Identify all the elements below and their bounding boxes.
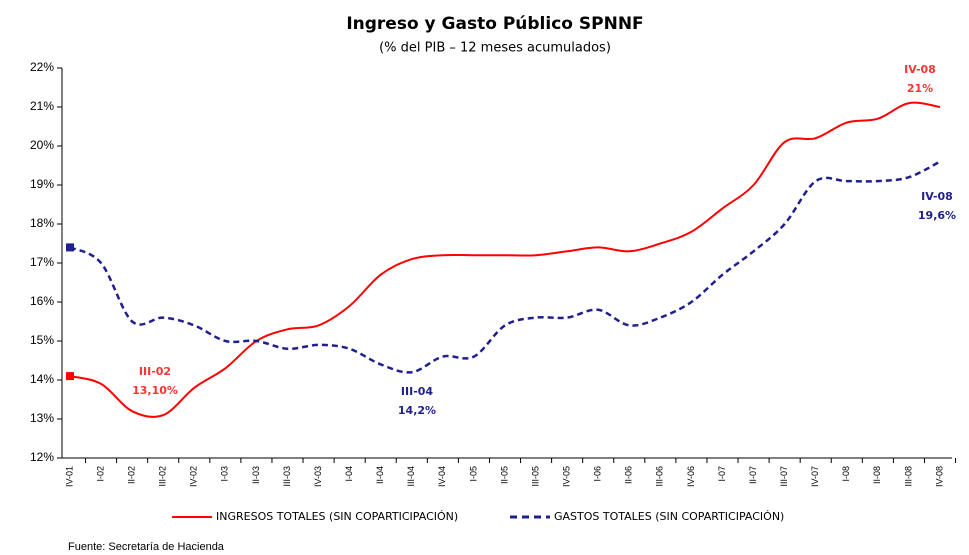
x-tick-label: IV-03 <box>313 466 323 487</box>
annotation-label: IV-08 <box>921 190 953 203</box>
x-tick-label: IV-01 <box>64 466 74 487</box>
x-tick-label: II-08 <box>872 466 882 484</box>
x-tick-label: III-08 <box>903 466 913 487</box>
x-tick-label: II-04 <box>375 466 385 484</box>
series-line <box>69 160 941 374</box>
chart-title: Ingreso y Gasto Público SPNNF <box>346 14 643 34</box>
annotation-label: III-02 <box>139 365 171 378</box>
x-tick-label: III-03 <box>282 466 292 487</box>
annotation-value: 21% <box>907 82 933 95</box>
y-tick-label: 17% <box>30 255 54 269</box>
x-tick-label: II-02 <box>127 466 137 484</box>
y-tick-label: 15% <box>30 333 54 347</box>
x-tick-label: I-04 <box>344 466 354 482</box>
annotation-value: 19,6% <box>918 209 956 222</box>
x-tick-label: III-07 <box>779 466 789 487</box>
x-tick-label: II-05 <box>499 466 509 484</box>
y-tick-label: 14% <box>30 372 54 386</box>
x-tick-label: I-05 <box>468 466 478 482</box>
y-tick-label: 19% <box>30 177 54 191</box>
start-marker <box>66 243 74 252</box>
x-tick-label: IV-02 <box>189 466 199 487</box>
legend-label: INGRESOS TOTALES (SIN COPARTICIPACIÓN) <box>216 510 458 523</box>
x-tick-label: I-02 <box>95 466 105 482</box>
x-tick-label: IV-08 <box>934 466 944 487</box>
x-tick-label: I-07 <box>717 466 727 482</box>
x-tick-label: III-04 <box>406 466 416 487</box>
source: Fuente: Secretaría de Hacienda <box>68 541 225 553</box>
annotation-value: 13,10% <box>132 384 178 397</box>
start-marker <box>66 372 74 381</box>
series-line <box>69 101 941 418</box>
annotation-value: 14,2% <box>398 404 436 417</box>
y-tick-label: 21% <box>30 99 54 113</box>
x-tick-label: I-08 <box>841 466 851 482</box>
x-tick-label: III-02 <box>158 466 168 487</box>
x-tick-label: II-07 <box>748 466 758 484</box>
x-tick-label: I-03 <box>220 466 230 482</box>
y-tick-label: 20% <box>30 138 54 152</box>
annotation-label: IV-08 <box>904 63 936 76</box>
legend-label: GASTOS TOTALES (SIN COPARTICIPACIÓN) <box>554 510 784 523</box>
y-tick-label: 13% <box>30 411 54 425</box>
x-tick-label: IV-05 <box>562 466 572 487</box>
annotation-label: III-04 <box>401 385 433 398</box>
x-tick-label: II-06 <box>624 466 634 484</box>
x-tick-label: II-03 <box>251 466 261 484</box>
x-tick-label: III-06 <box>655 466 665 487</box>
x-tick-label: IV-06 <box>686 466 696 487</box>
chart-subtitle: (% del PIB – 12 meses acumulados) <box>379 41 611 56</box>
x-tick-label: III-05 <box>530 466 540 487</box>
y-tick-label: 22% <box>30 60 54 74</box>
y-tick-label: 18% <box>30 216 54 230</box>
x-tick-label: IV-04 <box>437 466 447 487</box>
y-tick-label: 16% <box>30 294 54 308</box>
y-tick-label: 12% <box>30 450 54 464</box>
x-tick-label: IV-07 <box>810 466 820 487</box>
x-tick-label: I-06 <box>593 466 603 482</box>
